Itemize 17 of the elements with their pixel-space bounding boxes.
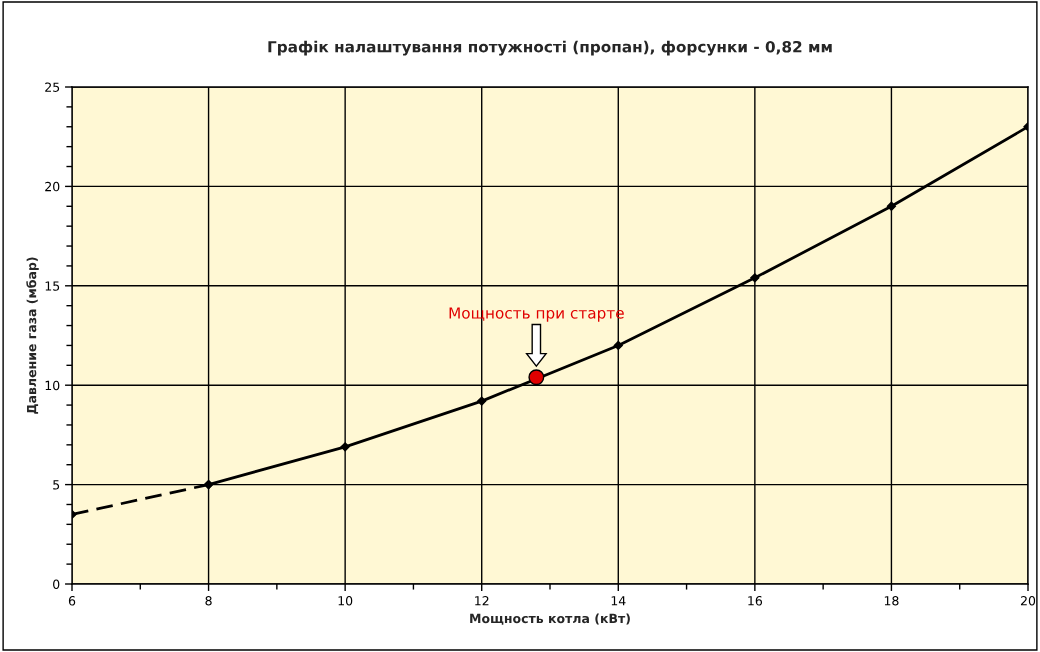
x-tick-label: 20: [1020, 596, 1036, 606]
x-tick-label: 16: [748, 596, 763, 606]
chart-title: Графік налаштування потужності (пропан), форсунки - 0,82 мм: [268, 40, 832, 56]
x-tick-label: 8: [205, 596, 212, 606]
x-tick-label: 12: [475, 596, 489, 606]
x-tick-label: 18: [884, 596, 899, 606]
x-axis-title: Мощность котла (кВт): [470, 613, 630, 625]
y-tick-label: 0: [53, 579, 60, 589]
y-tick-label: 25: [45, 82, 60, 92]
y-axis-title: Давление газа (мбар): [26, 257, 39, 414]
y-tick-label: 15: [45, 281, 60, 291]
y-tick-label: 10: [45, 380, 60, 391]
y-tick-label: 5: [53, 480, 60, 490]
x-tick-label: 14: [611, 596, 626, 606]
x-tick-label: 10: [338, 596, 353, 606]
y-tick-label: 20: [45, 181, 60, 192]
x-tick-label: 6: [68, 596, 76, 606]
